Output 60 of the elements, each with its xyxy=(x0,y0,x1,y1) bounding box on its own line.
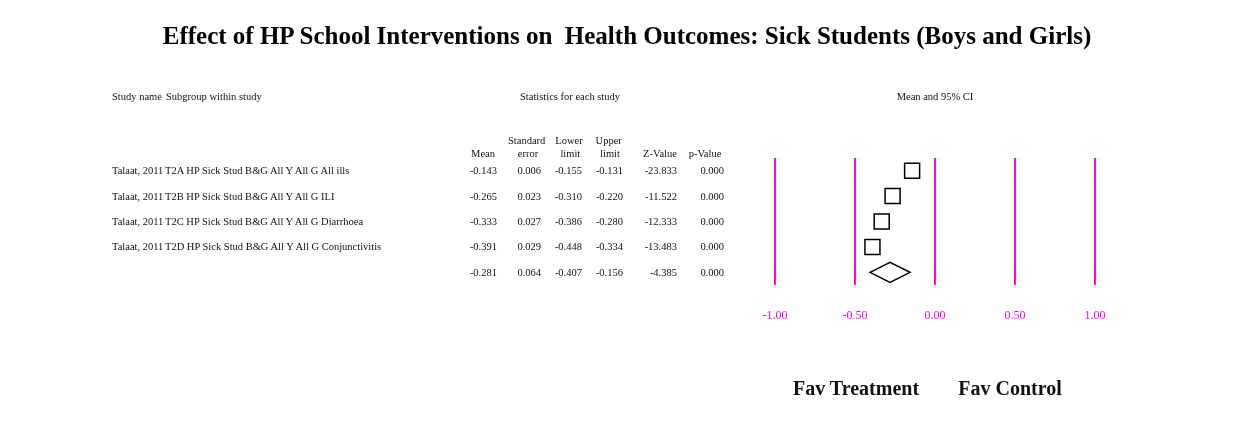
text: p-Value xyxy=(688,147,722,159)
text: Lower limit xyxy=(555,135,584,159)
x-tick-label: 0.00 xyxy=(924,308,946,322)
text: -0.143 xyxy=(469,165,497,177)
text: -13.483 xyxy=(644,241,677,253)
x-tick-label: -1.00 xyxy=(762,308,788,322)
text: -0.265 xyxy=(469,190,497,202)
text: -0.156 xyxy=(595,266,623,278)
text: -0.448 xyxy=(554,241,582,253)
text: 0.064 xyxy=(517,266,542,278)
text: 0.029 xyxy=(517,241,541,253)
text: 0.023 xyxy=(517,190,541,202)
text: -11.522 xyxy=(645,190,677,202)
text: Fav Control xyxy=(958,377,1063,399)
x-tick-label: 0.50 xyxy=(1004,308,1026,322)
text: 0.000 xyxy=(700,241,724,253)
text: Statistics for each study xyxy=(519,90,621,102)
text: -0.280 xyxy=(595,216,623,227)
text: -0.220 xyxy=(595,190,623,202)
text: Mean xyxy=(471,147,496,159)
text: -0.155 xyxy=(554,165,582,177)
point xyxy=(864,238,881,256)
text: Subgroup within study xyxy=(166,90,263,102)
text: -0.310 xyxy=(554,190,582,202)
text: -23.833 xyxy=(644,165,677,177)
text: Fav Treatment xyxy=(792,377,920,399)
x-tick-label: 1.00 xyxy=(1084,308,1106,322)
point xyxy=(903,162,921,179)
text: Study name xyxy=(112,90,163,102)
text: T2A HP Sick Stud B&G All Y All G All ills xyxy=(165,165,350,177)
text: 0.000 xyxy=(700,216,724,227)
text: Standard error xyxy=(508,135,548,159)
text: -0.391 xyxy=(469,241,497,253)
text: Mean and 95% CI xyxy=(896,90,974,102)
text: Z-Value xyxy=(643,147,678,159)
text: -0.333 xyxy=(469,216,497,227)
text: -0.407 xyxy=(554,266,582,278)
text: Upper limit xyxy=(595,135,625,159)
x-tick-label: -0.50 xyxy=(842,308,868,322)
text: Talaat, 2011 xyxy=(112,216,164,227)
chart-title: Effect of HP School Interventions on Health Outcomes: Sick Students (Boys and Girls) xyxy=(162,22,1092,50)
text: T2C HP Sick Stud B&G All Y All G Diarrhoea xyxy=(165,216,364,227)
text: -0.334 xyxy=(595,241,624,253)
text: -12.333 xyxy=(644,216,677,227)
text: -0.281 xyxy=(469,266,497,278)
text: -0.131 xyxy=(595,165,623,177)
text: Talaat, 2011 xyxy=(112,165,164,177)
point xyxy=(873,213,890,230)
text: 0.000 xyxy=(700,165,724,177)
point xyxy=(884,187,901,205)
text: 0.027 xyxy=(517,216,541,227)
text: T2B HP Sick Stud B&G All Y All G ILI xyxy=(165,190,335,202)
text: Talaat, 2011 xyxy=(112,241,164,253)
text: -0.386 xyxy=(554,216,582,227)
text: 0.006 xyxy=(517,165,541,177)
text: 0.000 xyxy=(700,190,724,202)
text: 0.000 xyxy=(700,266,724,278)
text: Talaat, 2011 xyxy=(112,190,164,202)
text: -4.385 xyxy=(649,266,677,278)
text: T2D HP Sick Stud B&G All Y All G Conjunctivitis xyxy=(165,241,382,253)
